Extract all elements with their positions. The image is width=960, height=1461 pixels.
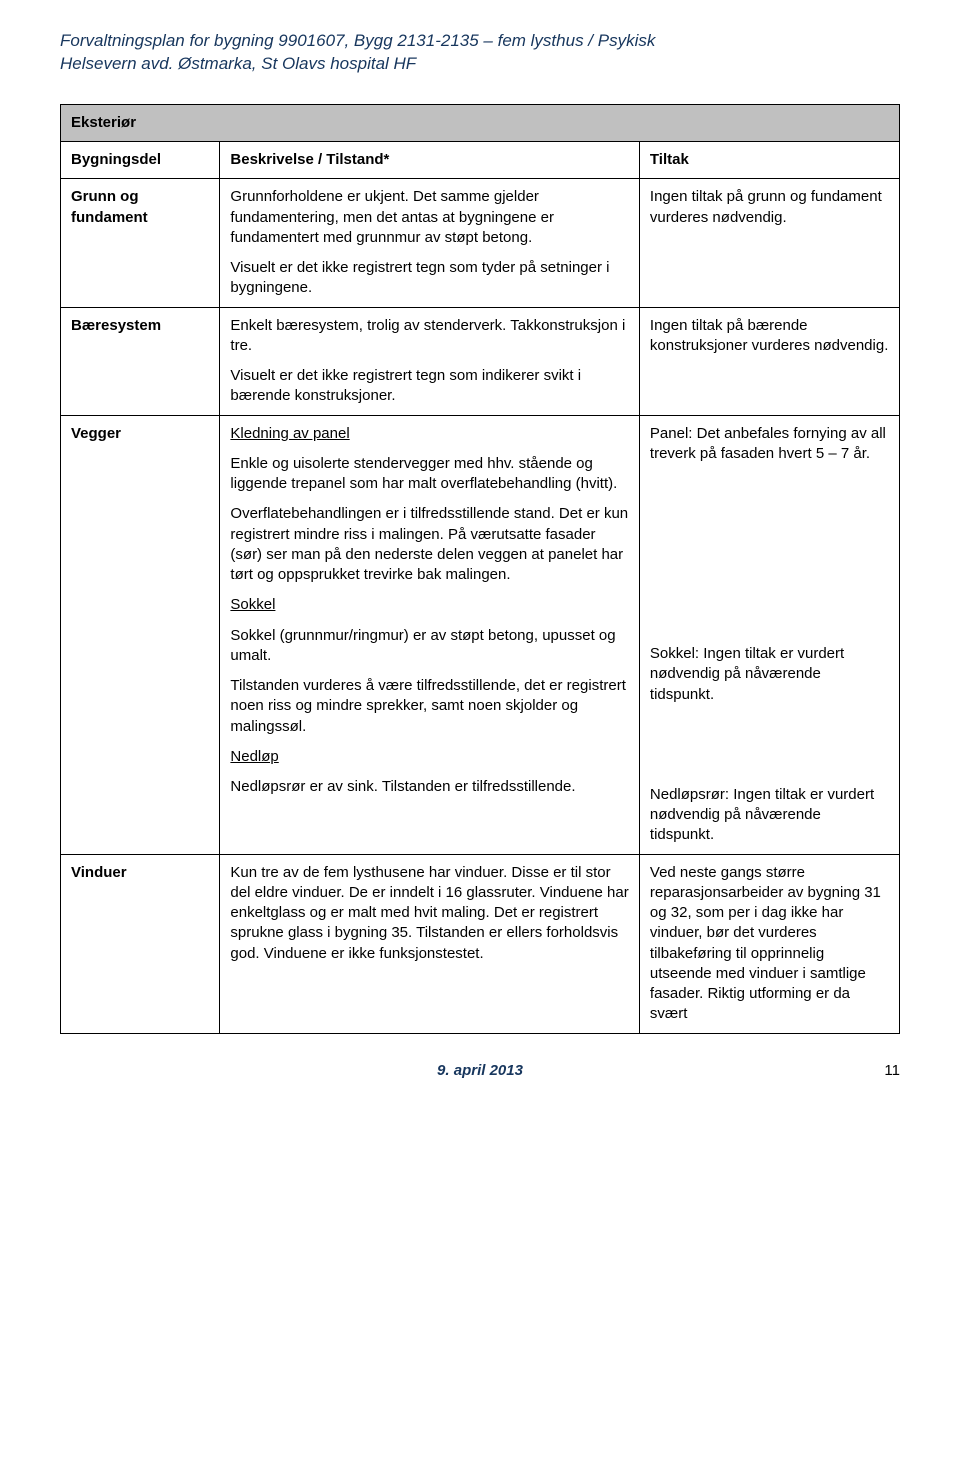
table-row: Bæresystem Enkelt bæresystem, trolig av … [61,307,900,415]
text: Sokkel (grunnmur/ringmur) er av støpt be… [230,626,629,667]
footer-page-number: 11 [884,1062,900,1079]
spacer [650,715,889,785]
text: Visuelt er det ikke registrert tegn som … [230,258,629,299]
row-label-vinduer: Vinduer [61,854,220,1033]
text: Nedløpsrør: Ingen tiltak er vurdert nødv… [650,785,889,846]
row-desc-vegger: Kledning av panel Enkle og uisolerte ste… [220,415,640,854]
text: Visuelt er det ikke registrert tegn som … [230,366,629,407]
text: Grunnforholdene er ukjent. Det samme gje… [230,187,629,248]
table-row: Vegger Kledning av panel Enkle og uisole… [61,415,900,854]
text: Overflatebehandlingen er i tilfredsstill… [230,504,629,585]
header-line-2: Helsevern avd. Østmarka, St Olavs hospit… [60,53,900,76]
subheading-sokkel: Sokkel [230,596,275,613]
table-row: Grunn og fundament Grunnforholdene er uk… [61,179,900,307]
subheading-kledning: Kledning av panel [230,425,349,442]
row-tiltak-vinduer: Ved neste gangs større reparasjonsarbeid… [639,854,899,1033]
text: Kun tre av de fem lysthusene har vinduer… [230,863,629,964]
spacer [650,474,889,644]
text: Enkelt bæresystem, trolig av stenderverk… [230,316,629,357]
row-desc-vinduer: Kun tre av de fem lysthusene har vinduer… [220,854,640,1033]
column-header-row: Bygningsdel Beskrivelse / Tilstand* Tilt… [61,142,900,179]
text: Sokkel: Ingen tiltak er vurdert nødvendi… [650,644,889,705]
section-title: Eksteriør [61,104,900,141]
text: Nedløpsrør er av sink. Tilstanden er til… [230,777,629,797]
text: Ingen tiltak på grunn og fundament vurde… [650,187,889,228]
row-label-grunn: Grunn og fundament [61,179,220,307]
table-row: Vinduer Kun tre av de fem lysthusene har… [61,854,900,1033]
text: Ingen tiltak på bærende konstruksjoner v… [650,316,889,357]
row-tiltak-baere: Ingen tiltak på bærende konstruksjoner v… [639,307,899,415]
row-tiltak-vegger: Panel: Det anbefales fornying av all tre… [639,415,899,854]
col-bygningsdel: Bygningsdel [61,142,220,179]
section-header-row: Eksteriør [61,104,900,141]
text: Enkle og uisolerte stendervegger med hhv… [230,454,629,495]
eksterior-table: Eksteriør Bygningsdel Beskrivelse / Tils… [60,104,900,1034]
row-desc-grunn: Grunnforholdene er ukjent. Det samme gje… [220,179,640,307]
page-footer: 9. april 2013 11 [60,1062,900,1079]
text: Panel: Det anbefales fornying av all tre… [650,424,889,465]
row-label-baere: Bæresystem [61,307,220,415]
page-header: Forvaltningsplan for bygning 9901607, By… [60,30,900,76]
text: Ved neste gangs større reparasjonsarbeid… [650,863,889,1025]
row-tiltak-grunn: Ingen tiltak på grunn og fundament vurde… [639,179,899,307]
header-line-1: Forvaltningsplan for bygning 9901607, By… [60,30,900,53]
col-tiltak: Tiltak [639,142,899,179]
subheading-nedlop: Nedløp [230,748,278,765]
text: Tilstanden vurderes å være tilfredsstill… [230,676,629,737]
row-desc-baere: Enkelt bæresystem, trolig av stenderverk… [220,307,640,415]
footer-date: 9. april 2013 [437,1062,523,1079]
row-label-vegger: Vegger [61,415,220,854]
col-beskrivelse: Beskrivelse / Tilstand* [220,142,640,179]
